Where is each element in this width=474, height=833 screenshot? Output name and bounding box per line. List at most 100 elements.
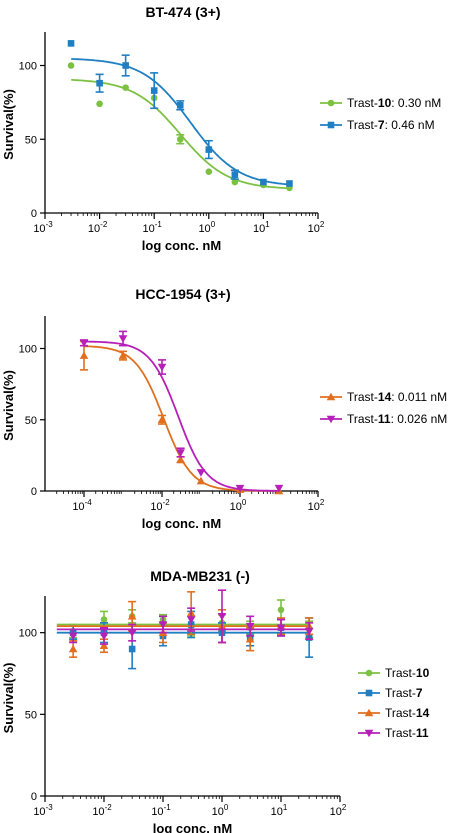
data-point (196, 469, 206, 477)
x-tick-exponent: -2 (163, 498, 171, 507)
legend-marker (327, 99, 335, 107)
legend-value: : 0.30 nM (391, 96, 441, 110)
legend-name-prefix: Trast- (385, 706, 416, 720)
data-point (235, 484, 245, 493)
series-trast-7 (56, 610, 314, 670)
x-tick-label: 102 (330, 803, 347, 818)
y-tick-label: 100 (19, 628, 37, 640)
legend-entry: Trast-11 (358, 726, 429, 740)
data-point (286, 180, 293, 187)
legend-value: : 0.026 nM (391, 412, 448, 426)
x-axis-label: log conc. nM (142, 238, 221, 253)
x-tick-exponent: -3 (46, 803, 54, 812)
legend-name-prefix: Trast- (347, 412, 378, 426)
x-tick-base: 10 (33, 806, 45, 818)
legend-label: Trast-10: 0.30 nM (347, 96, 441, 110)
data-point (68, 632, 78, 641)
legend-name-prefix: Trast- (385, 686, 416, 700)
x-tick-exponent: 2 (320, 220, 325, 229)
x-tick-label: 10-3 (33, 803, 53, 818)
data-point (157, 363, 167, 372)
x-tick-label: 10-1 (143, 220, 163, 235)
legend-label: Trast-14 (385, 706, 430, 720)
legend-value: : 0.011 nM (391, 390, 447, 404)
x-tick-exponent: 1 (283, 803, 288, 812)
legend-name-number: 7 (416, 686, 423, 700)
data-point (127, 612, 137, 620)
legend-name-prefix: Trast- (385, 726, 416, 740)
legend-label: Trast-14: 0.011 nM (347, 390, 447, 404)
data-point (96, 100, 103, 108)
series-trast-10 (67, 62, 293, 192)
data-point (158, 621, 168, 629)
y-tick-label: 50 (25, 415, 37, 427)
x-tick-label: 10-2 (150, 498, 170, 513)
x-tick-exponent: 0 (211, 220, 216, 229)
legend-marker (364, 729, 374, 738)
x-tick-label: 102 (308, 220, 325, 235)
data-point (277, 606, 285, 614)
x-tick-base: 10 (198, 223, 210, 235)
data-point (304, 627, 314, 636)
data-point (67, 40, 75, 47)
data-point (205, 146, 213, 153)
data-point (79, 351, 89, 359)
x-tick-label: 10-2 (92, 803, 112, 818)
data-point (176, 102, 184, 109)
y-tick-label: 100 (19, 344, 37, 356)
x-tick-exponent: -1 (155, 220, 163, 229)
data-point (79, 339, 89, 348)
x-tick-label: 10-2 (88, 220, 108, 235)
legend-entry: Trast-10: 0.30 nM (320, 96, 441, 110)
data-point (217, 613, 227, 621)
x-tick-label: 10-4 (72, 498, 92, 513)
data-point (274, 484, 284, 493)
y-tick-label: 0 (31, 208, 37, 220)
x-tick-base: 10 (143, 223, 155, 235)
legend-marker (364, 708, 374, 717)
legend-name-number: 10 (378, 96, 392, 110)
chart-title: MDA-MB231 (-) (150, 568, 250, 584)
x-tick-base: 10 (271, 806, 283, 818)
x-tick-exponent: -1 (164, 803, 172, 812)
x-tick-label: 100 (212, 803, 229, 818)
x-tick-exponent: 2 (320, 498, 325, 507)
legend-marker (365, 669, 373, 677)
legend-label: Trast-7 (385, 686, 423, 700)
data-point (122, 84, 129, 91)
series-trast-11 (56, 589, 314, 645)
y-axis-label: Survival(%) (1, 370, 16, 441)
x-tick-base: 10 (151, 806, 163, 818)
data-point (100, 616, 108, 623)
x-tick-label: 102 (308, 498, 325, 513)
x-tick-exponent: 1 (265, 220, 270, 229)
fit-curve (71, 58, 289, 186)
x-tick-label: 100 (198, 220, 215, 235)
x-tick-exponent: -2 (105, 803, 113, 812)
x-tick-base: 10 (253, 223, 265, 235)
legend-name-prefix: Trast- (347, 118, 378, 132)
x-tick-label: 101 (253, 220, 270, 235)
fit-curve (84, 340, 279, 492)
legend-name-number: 11 (416, 726, 429, 740)
legend-entry: Trast-11: 0.026 nM (320, 412, 447, 426)
x-tick-base: 10 (72, 501, 84, 513)
y-tick-label: 100 (19, 61, 37, 73)
x-tick-exponent: -2 (100, 220, 108, 229)
x-tick-base: 10 (92, 806, 104, 818)
fit-curve (84, 345, 279, 492)
data-point (99, 632, 109, 641)
legend-name-prefix: Trast- (347, 390, 378, 404)
data-point (245, 622, 255, 631)
data-point (245, 634, 255, 643)
x-tick-base: 10 (230, 501, 242, 513)
data-point (260, 178, 267, 186)
legend-entry: Trast-10 (358, 666, 430, 680)
data-point (205, 168, 213, 175)
legend-label: Trast-10 (385, 666, 430, 680)
y-tick-label: 50 (25, 134, 37, 146)
